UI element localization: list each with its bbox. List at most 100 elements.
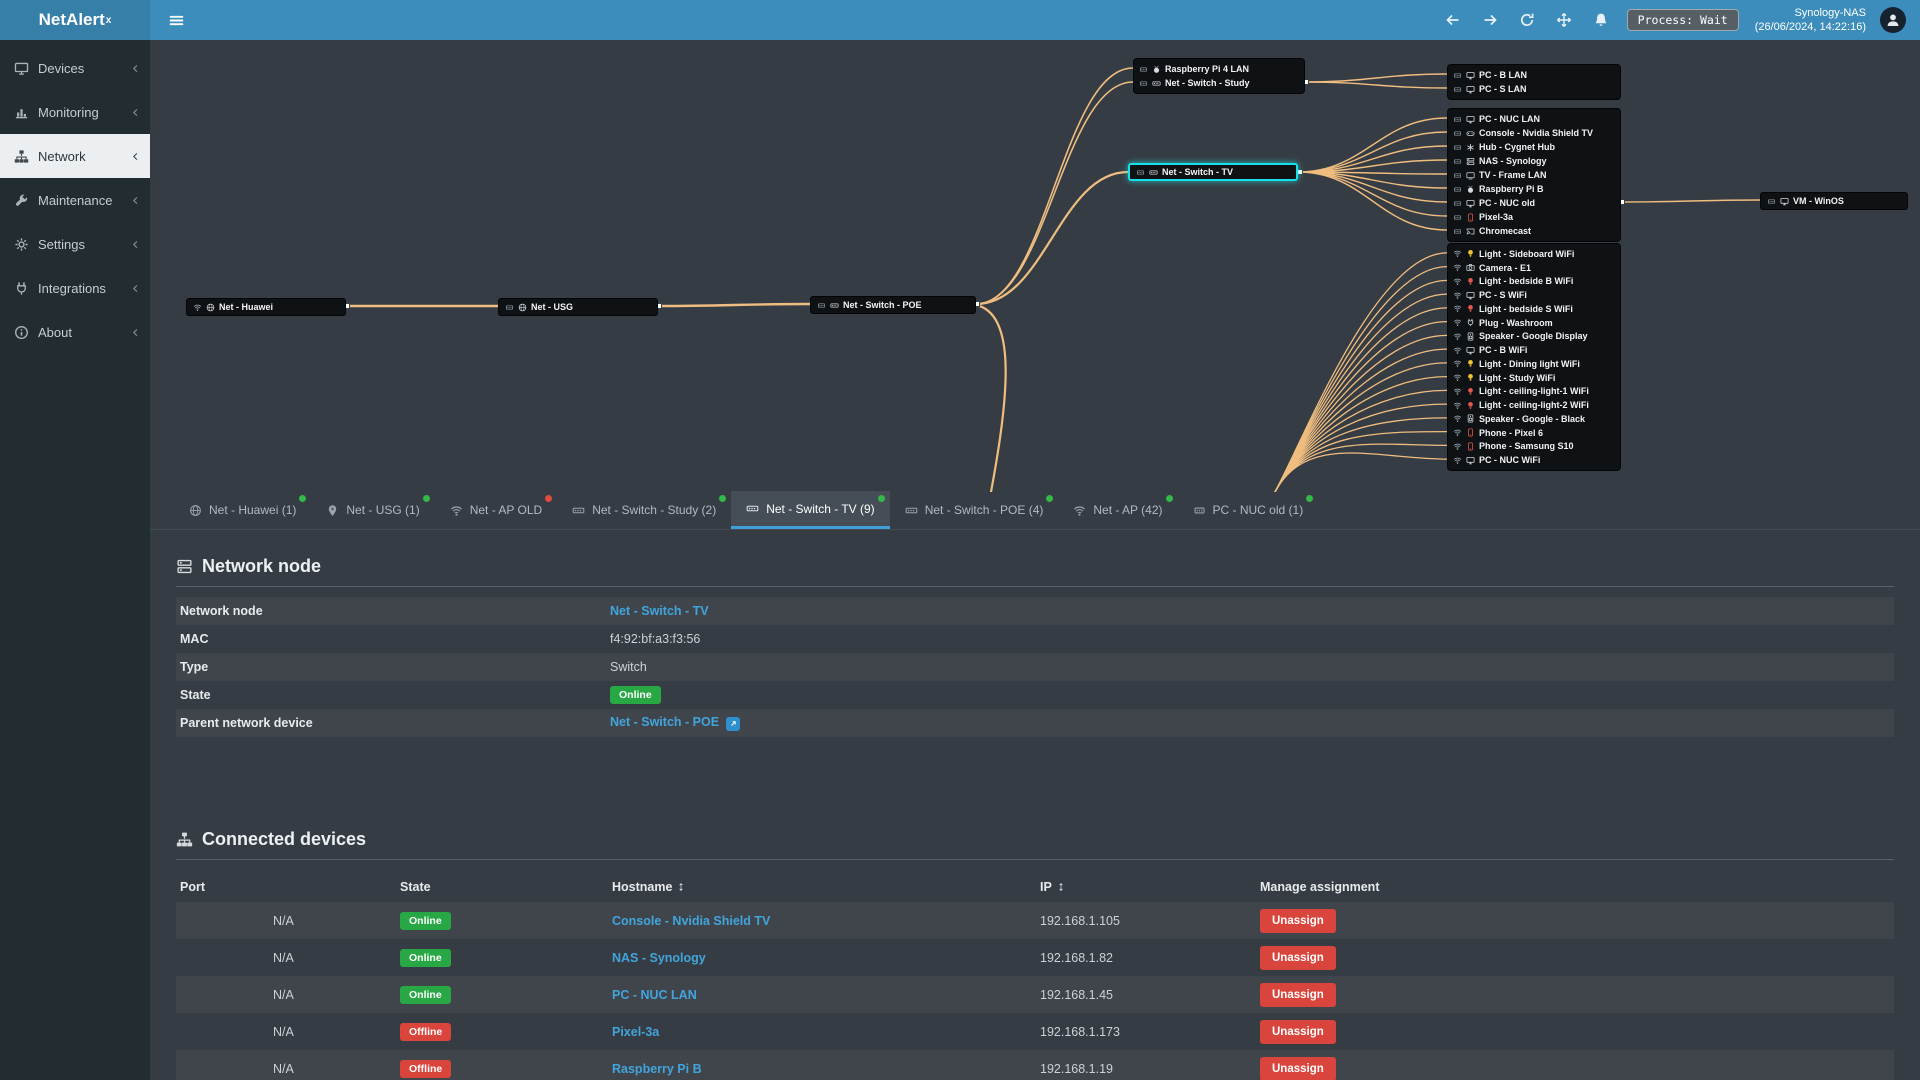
- tab-net-switch-poe-4[interactable]: Net - Switch - POE (4): [890, 491, 1059, 529]
- tree-device-chromecast[interactable]: Chromecast: [1453, 224, 1615, 238]
- tree-device-pc-s-wifi[interactable]: PC - S WiFi: [1453, 288, 1615, 302]
- wifi-icon: [1453, 277, 1462, 286]
- unassign-button[interactable]: Unassign: [1260, 982, 1336, 1007]
- switch-icon: [1152, 79, 1161, 88]
- tree-device-light-bedside-s-wifi[interactable]: Light - bedside S WiFi: [1453, 302, 1615, 316]
- tree-device-console-nvidia-shield-tv[interactable]: Console - Nvidia Shield TV: [1453, 126, 1615, 140]
- wifi-icon: [1453, 318, 1462, 327]
- nav-bell-button[interactable]: [1593, 12, 1609, 28]
- menu-toggle-icon[interactable]: [168, 12, 185, 29]
- tree-node-label: VM - WinOS: [1793, 196, 1844, 206]
- tree-device-pc-nuc-wifi[interactable]: PC - NUC WiFi: [1453, 453, 1615, 467]
- device-state: Online: [400, 985, 612, 1004]
- tree-device-light-study-wifi[interactable]: Light - Study WiFi: [1453, 371, 1615, 385]
- tree-device-net-switch-study[interactable]: Net - Switch - Study: [1139, 76, 1299, 90]
- tab-net-switch-tv-9[interactable]: Net - Switch - TV (9): [731, 491, 890, 529]
- external-arrow-icon: [729, 719, 738, 728]
- berry-icon: [1152, 65, 1161, 74]
- tree-device-tv-frame-lan[interactable]: TV - Frame LAN: [1453, 168, 1615, 182]
- tree-device-light-sideboard-wifi[interactable]: Light - Sideboard WiFi: [1453, 247, 1615, 261]
- unassign-button[interactable]: Unassign: [1260, 945, 1336, 970]
- tab-pc-nuc-old-1[interactable]: PC - NUC old (1): [1178, 491, 1319, 529]
- unassign-button[interactable]: Unassign: [1260, 1056, 1336, 1080]
- tree-node-net-switch-poe[interactable]: Net - Switch - POE: [810, 296, 976, 314]
- tab-net-switch-study-2[interactable]: Net - Switch - Study (2): [557, 491, 731, 529]
- sidebar-item-settings[interactable]: Settings: [0, 222, 150, 266]
- tree-device-pixel-3a[interactable]: Pixel-3a: [1453, 210, 1615, 224]
- eth-icon: [1139, 79, 1148, 88]
- sidebar-item-devices[interactable]: Devices: [0, 46, 150, 90]
- unassign-button[interactable]: Unassign: [1260, 908, 1336, 933]
- tab-net-usg-1[interactable]: Net - USG (1): [311, 491, 434, 529]
- sidebar-item-network[interactable]: Network: [0, 134, 150, 178]
- settings-icon: [14, 237, 29, 252]
- device-ip: 192.168.1.173: [1040, 1024, 1120, 1039]
- column-ip[interactable]: IP: [1040, 880, 1260, 894]
- tree-device-pc-nuc-lan[interactable]: PC - NUC LAN: [1453, 112, 1615, 126]
- cast-icon: [1466, 227, 1475, 236]
- chevron-left-icon: [131, 64, 140, 73]
- tree-device-raspberry-pi-b[interactable]: Raspberry Pi B: [1453, 182, 1615, 196]
- tree-device-raspberry-pi-4-lan[interactable]: Raspberry Pi 4 LAN: [1139, 62, 1299, 76]
- bulb-icon: [1466, 401, 1475, 410]
- tree-device-pc-b-wifi[interactable]: PC - B WiFi: [1453, 343, 1615, 357]
- sidebar-item-maintenance[interactable]: Maintenance: [0, 178, 150, 222]
- column-hostname[interactable]: Hostname: [612, 880, 1040, 894]
- tab-net-huawei-1[interactable]: Net - Huawei (1): [174, 491, 311, 529]
- tree-node-net-switch-tv[interactable]: Net - Switch - TV: [1128, 163, 1298, 181]
- tree-device-speaker-google-black[interactable]: Speaker - Google - Black: [1453, 412, 1615, 426]
- tree-node-label: Net - Switch - POE: [843, 300, 922, 310]
- sort-icon[interactable]: [1056, 881, 1066, 893]
- nav-arrow-right-button[interactable]: [1482, 12, 1498, 28]
- tab-net-ap-old[interactable]: Net - AP OLD: [435, 491, 557, 529]
- nav-arrow-left-button[interactable]: [1445, 12, 1461, 28]
- info-link[interactable]: Net - Switch - TV: [610, 604, 709, 618]
- tree-device-phone-pixel-6[interactable]: Phone - Pixel 6: [1453, 426, 1615, 440]
- tree-device-light-bedside-b-wifi[interactable]: Light - bedside B WiFi: [1453, 275, 1615, 289]
- divider: [176, 586, 1894, 587]
- hostname-link[interactable]: NAS - Synology: [612, 950, 706, 965]
- sort-icon[interactable]: [676, 881, 686, 893]
- hostname-link[interactable]: PC - NUC LAN: [612, 987, 697, 1002]
- tab-net-ap-42[interactable]: Net - AP (42): [1058, 491, 1177, 529]
- avatar[interactable]: [1880, 7, 1906, 33]
- info-link[interactable]: Net - Switch - POE: [610, 715, 720, 730]
- app-logo[interactable]: NetAlert x: [0, 0, 150, 40]
- hostname-link[interactable]: Raspberry Pi B: [612, 1061, 702, 1076]
- tree-device-label: NAS - Synology: [1479, 156, 1547, 166]
- tree-device-label: Console - Nvidia Shield TV: [1479, 128, 1594, 138]
- tree-device-label: Chromecast: [1479, 226, 1532, 236]
- tree-device-pc-s-lan[interactable]: PC - S LAN: [1453, 82, 1615, 96]
- tree-device-pc-b-lan[interactable]: PC - B LAN: [1453, 68, 1615, 82]
- tree-wire: [975, 67, 1134, 305]
- tree-device-plug-washroom[interactable]: Plug - Washroom: [1453, 316, 1615, 330]
- tree-device-phone-samsung-s10[interactable]: Phone - Samsung S10: [1453, 440, 1615, 454]
- nav-move-button[interactable]: [1556, 12, 1572, 28]
- tree-device-light-dining-light-wifi[interactable]: Light - Dining light WiFi: [1453, 357, 1615, 371]
- tree-wire: [974, 303, 1007, 492]
- unassign-button[interactable]: Unassign: [1260, 1019, 1336, 1044]
- tree-node-net-usg[interactable]: Net - USG: [498, 298, 658, 316]
- tree-device-hub-cygnet-hub[interactable]: Hub - Cygnet Hub: [1453, 140, 1615, 154]
- sidebar: Devices Monitoring Network Maintenance Setti…: [0, 40, 150, 1080]
- hostname-link[interactable]: Console - Nvidia Shield TV: [612, 913, 771, 928]
- tree-device-pc-nuc-old[interactable]: PC - NUC old: [1453, 196, 1615, 210]
- tree-node-vm-winos[interactable]: VM - WinOS: [1760, 192, 1908, 210]
- nav-refresh-button[interactable]: [1519, 12, 1535, 28]
- eth-icon: [1453, 171, 1462, 180]
- sidebar-item-integrations[interactable]: Integrations: [0, 266, 150, 310]
- sidebar-item-about[interactable]: About: [0, 310, 150, 354]
- tree-device-camera-e1[interactable]: Camera - E1: [1453, 261, 1615, 275]
- external-link-icon[interactable]: [726, 716, 741, 731]
- sidebar-item-monitoring[interactable]: Monitoring: [0, 90, 150, 134]
- tree-device-light-ceiling-light-1-wifi[interactable]: Light - ceiling-light-1 WiFi: [1453, 385, 1615, 399]
- hostname-link[interactable]: Pixel-3a: [612, 1024, 660, 1039]
- top-bar: NetAlert x Process: Wait Synology-NAS (26…: [0, 0, 1920, 40]
- tree-device-light-ceiling-light-2-wifi[interactable]: Light - ceiling-light-2 WiFi: [1453, 398, 1615, 412]
- wifi-icon: [1453, 346, 1462, 355]
- device-ip: 192.168.1.45: [1040, 987, 1113, 1002]
- process-status-badge[interactable]: Process: Wait: [1626, 9, 1739, 31]
- tree-node-net-huawei[interactable]: Net - Huawei: [186, 298, 346, 316]
- tree-device-nas-synology[interactable]: NAS - Synology: [1453, 154, 1615, 168]
- tree-device-speaker-google-display[interactable]: Speaker - Google Display: [1453, 330, 1615, 344]
